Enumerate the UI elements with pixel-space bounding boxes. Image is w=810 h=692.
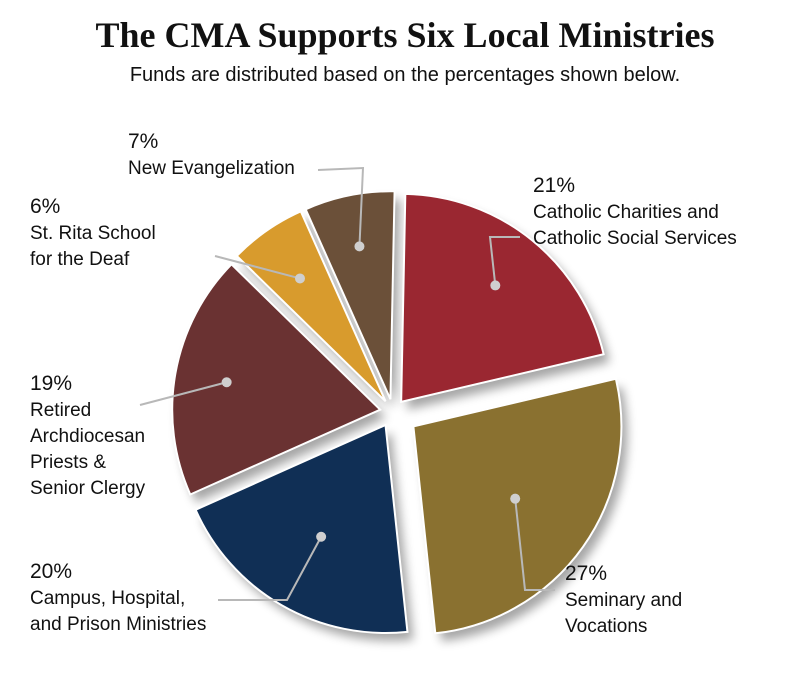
slice-percent-label: 27%: [565, 562, 607, 585]
slice-name-label: and Prison Ministries: [30, 614, 206, 635]
slice-name-label: Campus, Hospital,: [30, 588, 185, 609]
slice-name-label: Vocations: [565, 616, 647, 637]
leader-line: [488, 236, 520, 286]
pie-slice: [304, 190, 396, 400]
slice-name-label: St. Rita School: [30, 223, 156, 244]
slice-percent-label: 19%: [30, 372, 72, 395]
pie-slice: [412, 377, 623, 635]
leader-dot: [221, 377, 232, 388]
slice-name-label: Senior Clergy: [30, 478, 146, 499]
slice-name-label: New Evangelization: [128, 158, 295, 179]
slice-name-label: Archdiocesan: [30, 426, 145, 447]
slice-name-label: for the Deaf: [30, 249, 130, 270]
slice-name-label: Priests &: [30, 452, 106, 473]
pie-slice: [235, 210, 387, 403]
leader-line: [317, 166, 365, 247]
chart-title: The CMA Supports Six Local Ministries: [95, 15, 715, 55]
leader-dot: [316, 531, 327, 542]
pie-slice: [194, 423, 409, 634]
pie-slice: [400, 192, 605, 404]
leader-line: [218, 536, 323, 601]
leader-line: [514, 498, 555, 591]
slice-name-label: Catholic Charities and: [533, 202, 719, 223]
slice-name-label: Catholic Social Services: [533, 228, 737, 249]
leader-line: [139, 381, 227, 406]
slice-name-label: Seminary and: [565, 590, 682, 611]
pie-slice: [171, 262, 382, 496]
slice-percent-label: 6%: [30, 195, 60, 218]
leader-dot: [510, 493, 521, 504]
leader-dot: [354, 241, 365, 252]
slice-percent-label: 21%: [533, 174, 575, 197]
slice-percent-label: 7%: [128, 130, 158, 153]
leader-dot: [294, 273, 305, 284]
leader-line: [214, 255, 301, 280]
leader-dot: [490, 280, 501, 291]
slice-name-label: Retired: [30, 400, 91, 421]
slice-percent-label: 20%: [30, 560, 72, 583]
chart-subtitle: Funds are distributed based on the perce…: [129, 64, 681, 86]
